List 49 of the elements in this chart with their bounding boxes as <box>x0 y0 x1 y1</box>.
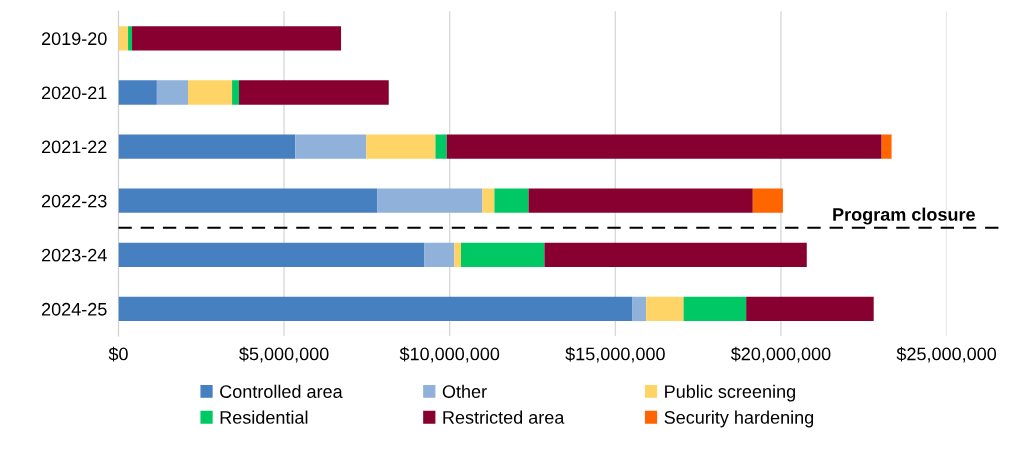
bar <box>118 134 296 159</box>
bar <box>295 134 367 159</box>
bar <box>128 26 133 51</box>
x-tick-label: $15,000,000 <box>565 346 665 363</box>
bar <box>377 188 483 213</box>
legend-label: Controlled area <box>220 384 343 398</box>
bar <box>494 188 529 213</box>
bar <box>746 296 874 322</box>
bar <box>482 188 495 213</box>
bar <box>460 242 545 267</box>
bar <box>239 80 389 105</box>
bar <box>118 26 129 51</box>
bar <box>435 134 447 159</box>
y-tick-label: 2019-20 <box>41 32 107 46</box>
bar <box>646 296 684 322</box>
bar <box>156 80 189 105</box>
x-tick-label: $25,000,000 <box>896 346 997 363</box>
legend-label: Restricted area <box>443 410 565 424</box>
bar <box>188 80 233 105</box>
bar <box>118 80 157 105</box>
ref-line-label: Program closure <box>833 207 975 225</box>
legend-label: Other <box>442 384 487 398</box>
x-tick-label: $5,000,000 <box>239 346 329 363</box>
legend-label: Security hardening <box>664 410 814 428</box>
bar <box>881 134 892 159</box>
y-tick-label: 2023-24 <box>41 248 107 262</box>
bar <box>118 296 633 322</box>
bar <box>366 134 436 159</box>
x-tick-label: $0 <box>108 346 128 362</box>
bar <box>424 242 455 267</box>
legend-label: Public screening <box>665 384 795 402</box>
bar <box>232 80 240 105</box>
x-tick-label: $20,000,000 <box>730 346 831 363</box>
y-tick-label: 2021-22 <box>41 140 107 154</box>
bar <box>544 242 807 267</box>
bar <box>528 188 753 213</box>
bar <box>118 188 378 213</box>
bar <box>454 242 461 267</box>
bar <box>118 242 425 267</box>
x-tick-label: $10,000,000 <box>399 346 500 363</box>
bar <box>132 26 342 51</box>
bar <box>446 134 882 159</box>
bar <box>683 296 747 322</box>
y-tick-label: 2022-23 <box>41 194 107 208</box>
y-tick-label: 2024-25 <box>41 302 107 316</box>
y-tick-label: 2020-21 <box>41 86 107 100</box>
bar <box>632 296 647 322</box>
legend-label: Residential <box>220 410 308 424</box>
bar <box>752 188 783 213</box>
